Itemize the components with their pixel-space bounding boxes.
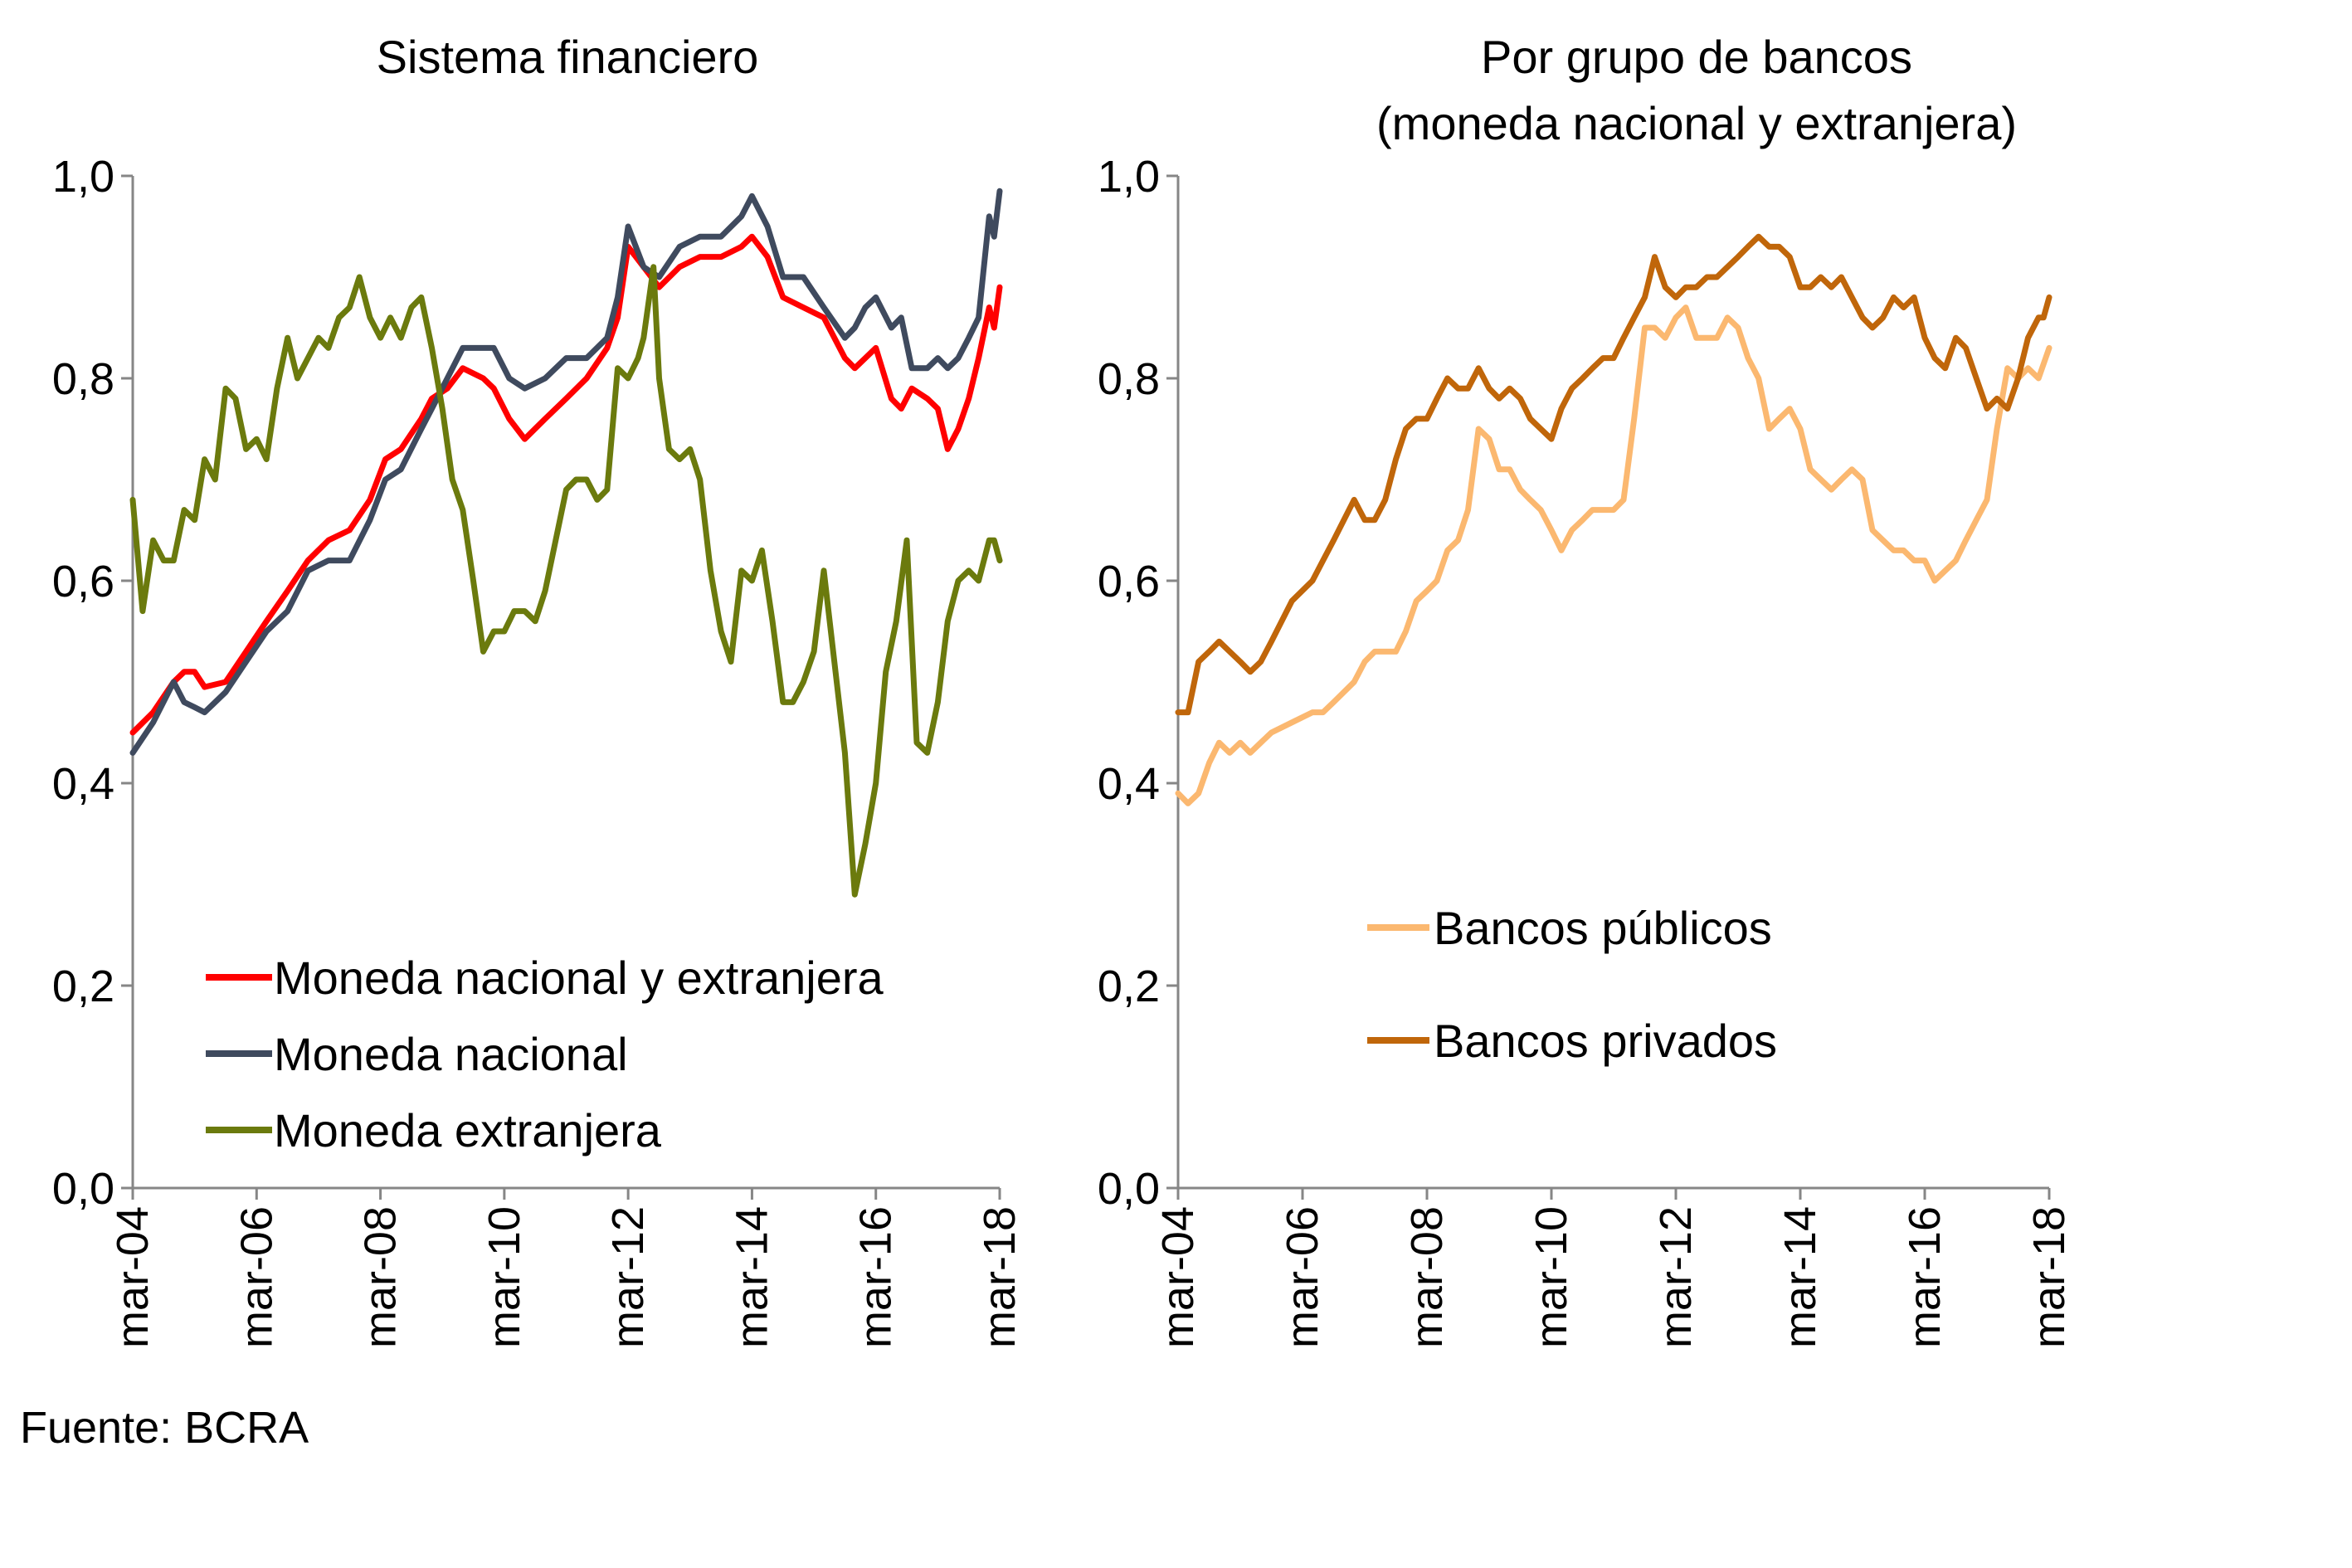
legend-label-3: Moneda extranjera	[274, 1104, 662, 1157]
x-tick-label: mar-12	[1651, 1206, 1701, 1348]
left-chart-panel: Sistema financiero 0,0 0,2 0,4 0,6 0,8 1,0 mar-…	[52, 31, 1025, 1348]
y-tick-label: 0,0	[52, 1164, 114, 1214]
x-tick-label: mar-10	[1527, 1206, 1576, 1348]
series-line-2	[1175, 233, 2053, 716]
x-tick-label: mar-10	[480, 1206, 529, 1348]
y-tick-label: 0,0	[1098, 1164, 1160, 1214]
chart-title: (moneda nacional y extranjera)	[1376, 97, 2017, 149]
x-tick-label: mar-18	[2024, 1206, 2074, 1348]
series-line-2	[129, 187, 1003, 756]
legend-label-1: Moneda nacional y extranjera	[274, 952, 884, 1004]
y-tick-label: 0,8	[1098, 354, 1160, 404]
chart-title: Por grupo de bancos	[1481, 31, 1912, 83]
y-tick-label: 0,2	[52, 962, 114, 1011]
x-tick-label: mar-16	[851, 1206, 901, 1348]
x-tick-label: mar-06	[231, 1206, 281, 1348]
right-chart-panel: Por grupo de bancos (moneda nacional y ex…	[1098, 31, 2074, 1348]
y-tick-label: 0,8	[52, 354, 114, 404]
series-line-3	[129, 264, 1003, 898]
legend-label-2: Moneda nacional	[274, 1028, 628, 1080]
x-tick-label: mar-14	[727, 1206, 777, 1348]
legend-label-1: Bancos públicos	[1434, 902, 1772, 954]
x-tick-label: mar-18	[975, 1206, 1025, 1348]
y-tick-label: 0,4	[52, 759, 114, 809]
x-tick-label: mar-12	[603, 1206, 653, 1348]
x-tick-label: mar-14	[1775, 1206, 1825, 1348]
y-tick-label: 0,6	[52, 557, 114, 606]
legend-label-2: Bancos privados	[1434, 1015, 1777, 1067]
x-tick-label: mar-08	[1402, 1206, 1452, 1348]
x-tick-label: mar-06	[1278, 1206, 1327, 1348]
x-tick-label: mar-08	[356, 1206, 406, 1348]
y-tick-label: 1,0	[1098, 152, 1160, 202]
y-tick-label: 1,0	[52, 152, 114, 202]
y-tick-label: 0,6	[1098, 557, 1160, 606]
series-line-1	[1175, 304, 2053, 806]
x-tick-label: mar-04	[1153, 1206, 1203, 1348]
y-tick-label: 0,2	[1098, 962, 1160, 1011]
x-tick-label: mar-04	[108, 1206, 158, 1348]
chart-title: Sistema financiero	[377, 31, 759, 83]
x-tick-label: mar-16	[1900, 1206, 1950, 1348]
source-note: Fuente: BCRA	[20, 1403, 309, 1453]
series-line-1	[129, 233, 1003, 736]
y-tick-label: 0,4	[1098, 759, 1160, 809]
